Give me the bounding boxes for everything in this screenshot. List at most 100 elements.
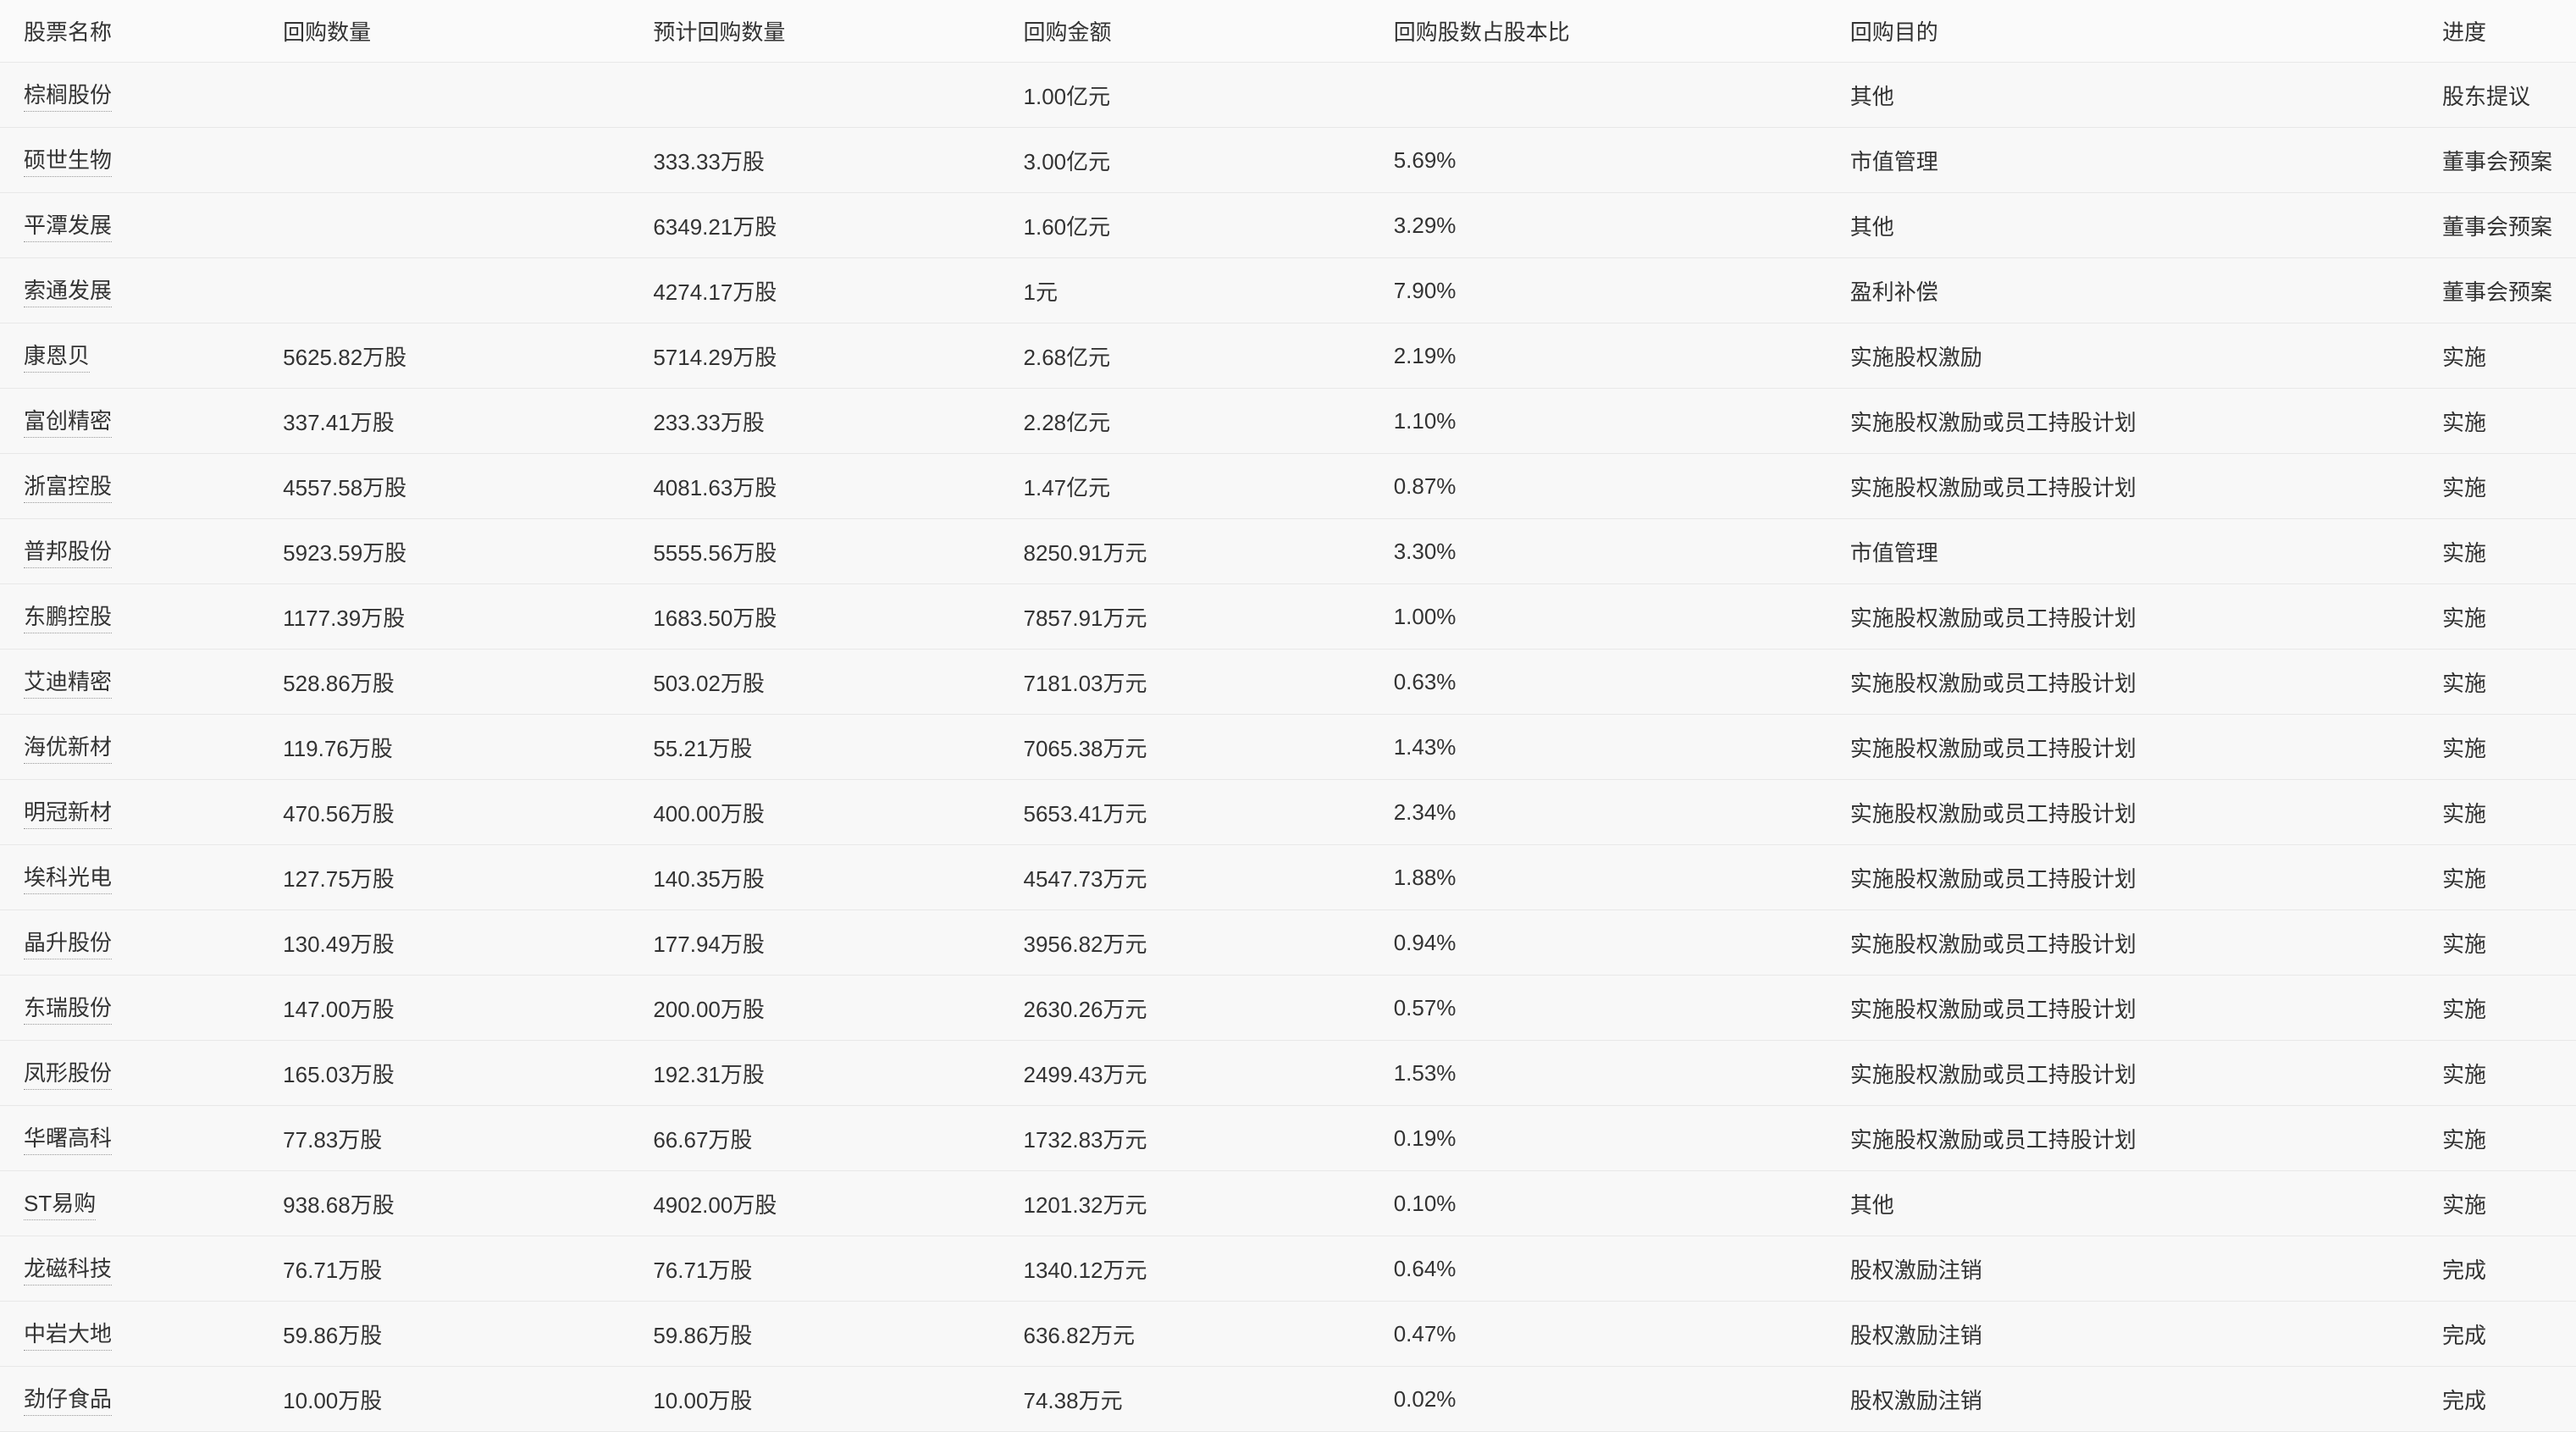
stock-name-link[interactable]: 龙磁科技: [24, 1252, 112, 1285]
cell-qty: 77.83万股: [276, 1108, 646, 1169]
table-row: 浙富控股4557.58万股4081.63万股1.47亿元0.87%实施股权激励或…: [0, 454, 2576, 519]
cell-progress: 完成: [2435, 1303, 2559, 1365]
table-row: 明冠新材470.56万股400.00万股5653.41万元2.34%实施股权激励…: [0, 780, 2576, 845]
stock-name-link[interactable]: 艾迪精密: [24, 665, 112, 699]
cell-purpose: 实施股权激励或员工持股计划: [1844, 456, 2435, 517]
cell-stock-name: 索通发展: [17, 258, 276, 323]
stock-name-link[interactable]: 浙富控股: [24, 469, 112, 503]
cell-qty: 127.75万股: [276, 847, 646, 909]
table-row: 艾迪精密528.86万股503.02万股7181.03万元0.63%实施股权激励…: [0, 650, 2576, 715]
cell-expected: 503.02万股: [646, 651, 1016, 713]
cell-purpose: 实施股权激励或员工持股计划: [1844, 390, 2435, 452]
cell-pct: 0.57%: [1387, 980, 1844, 1037]
cell-qty: 938.68万股: [276, 1173, 646, 1235]
cell-pct: 5.69%: [1387, 132, 1844, 189]
stock-name-link[interactable]: 晶升股份: [24, 926, 112, 959]
header-pct[interactable]: 回购股数占股本比: [1387, 0, 1844, 62]
cell-qty: 59.86万股: [276, 1303, 646, 1365]
cell-expected: 4081.63万股: [646, 456, 1016, 517]
cell-stock-name: 明冠新材: [17, 780, 276, 844]
table-row: 硕世生物333.33万股3.00亿元5.69%市值管理董事会预案: [0, 128, 2576, 193]
cell-expected: 10.00万股: [646, 1368, 1016, 1430]
cell-progress: 实施: [2435, 325, 2559, 387]
stock-name-link[interactable]: 棕榈股份: [24, 78, 112, 112]
stock-name-link[interactable]: 硕世生物: [24, 143, 112, 177]
cell-progress: 实施: [2435, 651, 2559, 713]
stock-name-link[interactable]: 平潭发展: [24, 208, 112, 242]
cell-stock-name: 龙磁科技: [17, 1236, 276, 1301]
cell-stock-name: 艾迪精密: [17, 650, 276, 714]
cell-amount: 2.68亿元: [1017, 325, 1387, 387]
header-qty[interactable]: 回购数量: [276, 0, 646, 62]
cell-stock-name: 晶升股份: [17, 910, 276, 975]
cell-qty: 1177.39万股: [276, 586, 646, 648]
stock-name-link[interactable]: 普邦股份: [24, 534, 112, 568]
cell-pct: 0.47%: [1387, 1306, 1844, 1363]
cell-purpose: 其他: [1844, 1173, 2435, 1235]
cell-progress: 董事会预案: [2435, 260, 2559, 322]
cell-progress: 实施: [2435, 456, 2559, 517]
cell-expected: 59.86万股: [646, 1303, 1016, 1365]
stock-name-link[interactable]: 凤形股份: [24, 1056, 112, 1090]
stock-name-link[interactable]: 海优新材: [24, 730, 112, 764]
cell-progress: 实施: [2435, 390, 2559, 452]
cell-amount: 1732.83万元: [1017, 1108, 1387, 1169]
cell-expected: 76.71万股: [646, 1238, 1016, 1300]
table-row: 劲仔食品10.00万股10.00万股74.38万元0.02%股权激励注销完成: [0, 1367, 2576, 1432]
cell-qty: [276, 275, 646, 306]
cell-amount: 1201.32万元: [1017, 1173, 1387, 1235]
cell-pct: 1.53%: [1387, 1045, 1844, 1102]
stock-name-link[interactable]: 明冠新材: [24, 795, 112, 829]
cell-qty: 119.76万股: [276, 716, 646, 778]
table-row: 富创精密337.41万股233.33万股2.28亿元1.10%实施股权激励或员工…: [0, 389, 2576, 454]
cell-expected: 55.21万股: [646, 716, 1016, 778]
cell-stock-name: 富创精密: [17, 389, 276, 453]
stock-name-link[interactable]: 埃科光电: [24, 860, 112, 894]
header-expected[interactable]: 预计回购数量: [646, 0, 1016, 62]
table-row: 普邦股份5923.59万股5555.56万股8250.91万元3.30%市值管理…: [0, 519, 2576, 584]
cell-qty: 130.49万股: [276, 912, 646, 974]
table-row: ST易购938.68万股4902.00万股1201.32万元0.10%其他实施: [0, 1171, 2576, 1236]
cell-progress: 股东提议: [2435, 64, 2559, 126]
cell-pct: 1.00%: [1387, 589, 1844, 645]
stock-name-link[interactable]: 东鹏控股: [24, 600, 112, 633]
stock-name-link[interactable]: 劲仔食品: [24, 1382, 112, 1416]
stock-name-link[interactable]: 富创精密: [24, 404, 112, 438]
cell-purpose: 实施股权激励或员工持股计划: [1844, 716, 2435, 778]
cell-expected: 1683.50万股: [646, 586, 1016, 648]
cell-expected: 333.33万股: [646, 130, 1016, 191]
stock-name-link[interactable]: 康恩贝: [24, 339, 90, 373]
stock-name-link[interactable]: ST易购: [24, 1186, 96, 1220]
cell-progress: 实施: [2435, 912, 2559, 974]
stock-name-link[interactable]: 东瑞股份: [24, 991, 112, 1025]
header-amount[interactable]: 回购金额: [1017, 0, 1387, 62]
cell-pct: 0.19%: [1387, 1110, 1844, 1167]
cell-qty: 147.00万股: [276, 977, 646, 1039]
cell-purpose: 实施股权激励或员工持股计划: [1844, 1108, 2435, 1169]
cell-purpose: 实施股权激励或员工持股计划: [1844, 782, 2435, 843]
cell-stock-name: ST易购: [17, 1171, 276, 1236]
stock-name-link[interactable]: 中岩大地: [24, 1317, 112, 1351]
header-name[interactable]: 股票名称: [17, 0, 276, 62]
cell-expected: 6349.21万股: [646, 195, 1016, 257]
stock-name-link[interactable]: 索通发展: [24, 274, 112, 307]
cell-expected: 233.33万股: [646, 390, 1016, 452]
header-progress[interactable]: 进度: [2435, 0, 2559, 62]
stock-name-link[interactable]: 华曙高科: [24, 1121, 112, 1155]
cell-qty: 4557.58万股: [276, 456, 646, 517]
cell-amount: 1.47亿元: [1017, 456, 1387, 517]
header-purpose[interactable]: 回购目的: [1844, 0, 2435, 62]
cell-expected: [646, 80, 1016, 110]
cell-progress: 实施: [2435, 1042, 2559, 1104]
cell-pct: 7.90%: [1387, 263, 1844, 319]
cell-amount: 7065.38万元: [1017, 716, 1387, 778]
cell-pct: [1387, 80, 1844, 110]
cell-stock-name: 东瑞股份: [17, 976, 276, 1040]
table-row: 龙磁科技76.71万股76.71万股1340.12万元0.64%股权激励注销完成: [0, 1236, 2576, 1302]
cell-progress: 实施: [2435, 521, 2559, 583]
cell-purpose: 股权激励注销: [1844, 1368, 2435, 1430]
cell-qty: [276, 80, 646, 110]
cell-pct: 0.10%: [1387, 1175, 1844, 1232]
cell-purpose: 其他: [1844, 195, 2435, 257]
cell-amount: 3956.82万元: [1017, 912, 1387, 974]
